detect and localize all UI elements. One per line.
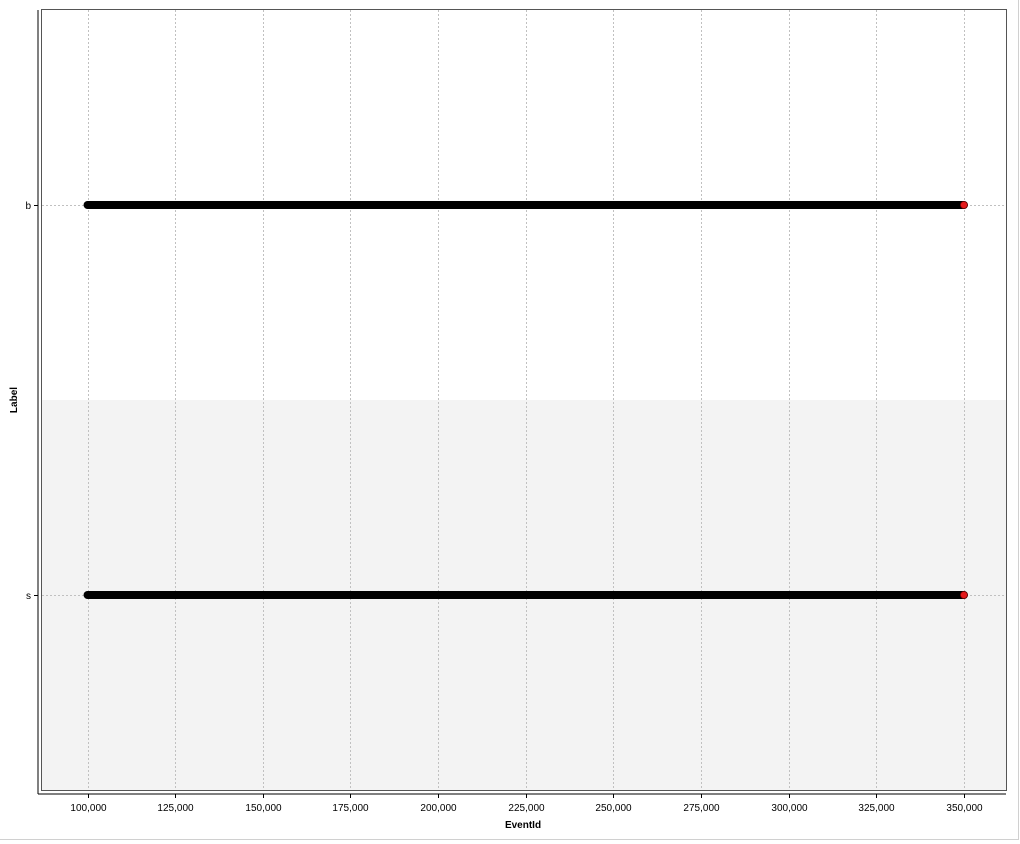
x-tick-label: 250,000 (595, 803, 632, 814)
x-axis-ticks: 100,000 125,000 150,000 175,000 200,000 225,0… (70, 794, 983, 814)
x-tick-label: 275,000 (683, 803, 720, 814)
x-tick-label: 350,000 (946, 803, 983, 814)
x-tick-label: 150,000 (245, 803, 282, 814)
x-tick-label: 300,000 (771, 803, 808, 814)
highlight-point-b (960, 201, 968, 209)
y-axis-title: Label (9, 387, 20, 413)
y-tick-label: s (26, 591, 31, 602)
data-marks (83, 201, 968, 599)
x-tick-label: 125,000 (157, 803, 194, 814)
x-tick-label: 225,000 (508, 803, 545, 814)
y-tick-label: b (25, 201, 31, 212)
x-tick-label: 100,000 (70, 803, 107, 814)
x-tick-label: 200,000 (420, 803, 457, 814)
x-axis-title: EventId (505, 820, 541, 831)
x-tick-label: 325,000 (858, 803, 895, 814)
x-tick-label: 175,000 (332, 803, 369, 814)
plot-frame (41, 9, 1007, 791)
y-axis-ticks: bs (25, 201, 38, 602)
highlight-point-s (960, 591, 968, 599)
